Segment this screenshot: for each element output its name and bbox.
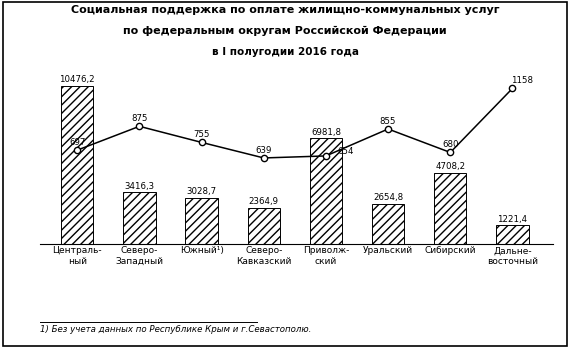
Text: по федеральным округам Российской Федерации: по федеральным округам Российской Федера… xyxy=(123,26,447,36)
Text: 680: 680 xyxy=(442,141,458,149)
Text: 855: 855 xyxy=(380,117,396,126)
Text: 2654,8: 2654,8 xyxy=(373,193,403,202)
Bar xyxy=(185,198,218,244)
Text: 1221,4: 1221,4 xyxy=(498,215,528,224)
Text: 697: 697 xyxy=(69,138,86,147)
Bar xyxy=(434,173,466,244)
Text: в I полугодии 2016 года: в I полугодии 2016 года xyxy=(211,47,359,57)
Text: 1) Без учета данных по Республике Крым и г.Севастополю.: 1) Без учета данных по Республике Крым и… xyxy=(40,325,311,334)
Bar xyxy=(310,138,342,244)
Text: 1158: 1158 xyxy=(511,76,533,85)
Text: 2364,9: 2364,9 xyxy=(249,197,279,206)
Text: 3028,7: 3028,7 xyxy=(186,188,217,196)
Bar xyxy=(496,225,528,244)
Text: Социальная поддержка по оплате жилищно-коммунальных услуг: Социальная поддержка по оплате жилищно-к… xyxy=(71,5,499,15)
Text: 10476,2: 10476,2 xyxy=(59,75,95,84)
Text: 6981,8: 6981,8 xyxy=(311,128,341,137)
Text: 875: 875 xyxy=(131,114,148,123)
Bar xyxy=(61,86,93,244)
Text: 639: 639 xyxy=(255,146,272,155)
Text: 654: 654 xyxy=(337,147,354,156)
Bar xyxy=(372,204,404,244)
Text: 755: 755 xyxy=(193,130,210,140)
Text: 4708,2: 4708,2 xyxy=(435,162,465,171)
Bar xyxy=(247,208,280,244)
Bar xyxy=(123,192,156,244)
Text: 3416,3: 3416,3 xyxy=(124,182,154,191)
